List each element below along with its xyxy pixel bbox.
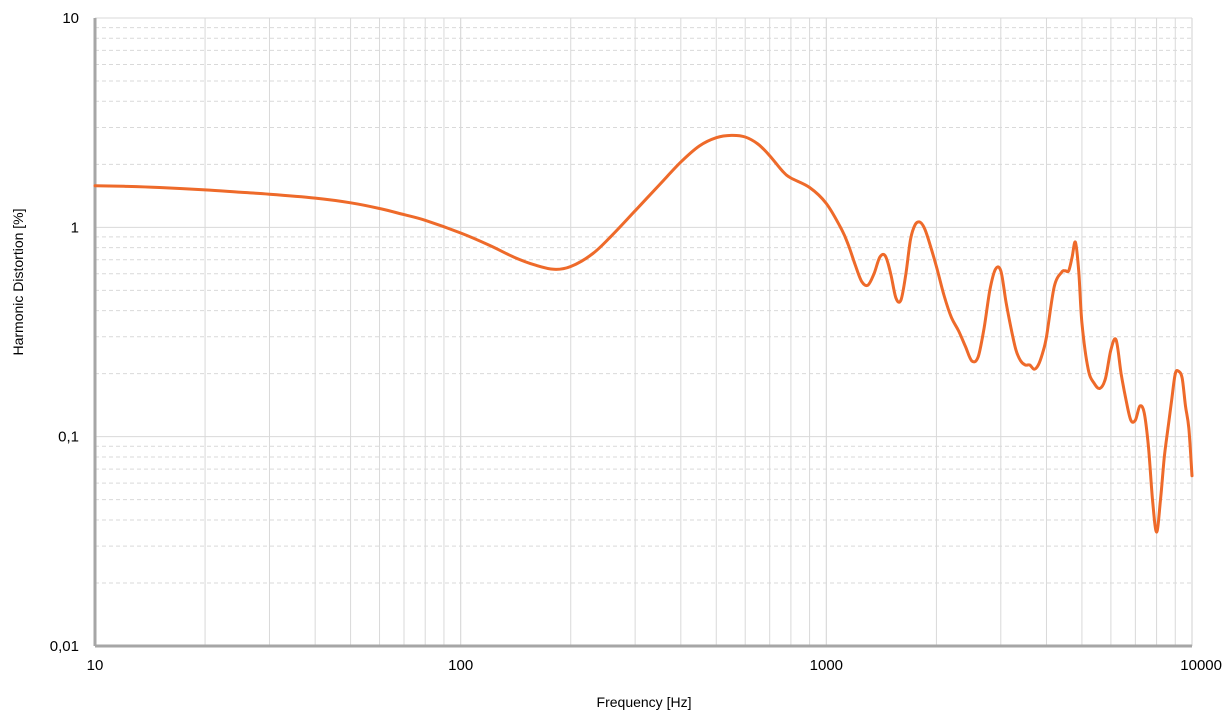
y-tick-label: 0,01 (50, 638, 79, 655)
x-tick-label: 10000 (1180, 657, 1222, 674)
series-layer (93, 133, 1194, 534)
y-tick-labels: 0,01 0,1 1 10 (50, 10, 79, 655)
grid-lines (95, 17, 1193, 646)
x-axis-title: Frequency [Hz] (597, 694, 692, 710)
x-tick-label: 10 (87, 657, 104, 674)
x-tick-label: 100 (448, 657, 473, 674)
y-tick-label: 0,1 (58, 429, 79, 446)
axes (93, 18, 1192, 648)
series-line (93, 133, 1194, 534)
x-tick-labels: 10 100 1000 10000 (87, 657, 1222, 674)
y-tick-label: 1 (71, 219, 79, 236)
y-axis-title: Harmonic Distortion [%] (10, 208, 26, 355)
x-tick-label: 1000 (810, 657, 843, 674)
y-tick-label: 10 (62, 10, 79, 27)
